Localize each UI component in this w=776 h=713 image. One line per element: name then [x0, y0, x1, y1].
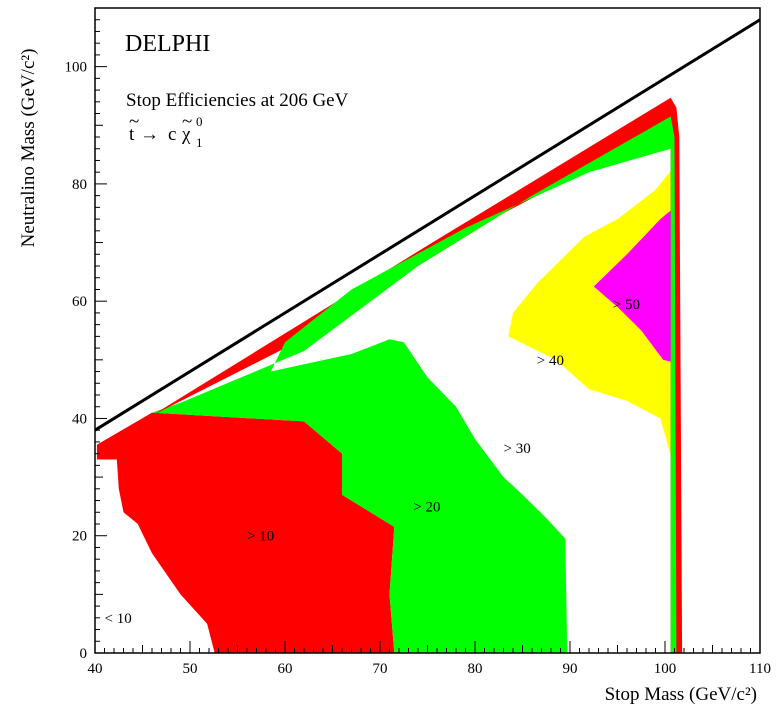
x-tick-label: 80 [468, 661, 483, 677]
region-label: > 10 [247, 529, 274, 545]
neutralino-tilde: ~ [182, 111, 192, 132]
region-gt50-5 [593, 207, 675, 363]
y-tick-label: 0 [80, 646, 88, 662]
x-tick-label: 50 [183, 661, 198, 677]
y-axis-title: Neutralino Mass (GeV/c²) [18, 49, 39, 248]
region-label: > 50 [613, 297, 640, 313]
y-tick-label: 80 [72, 177, 87, 193]
y-tick-label: 60 [72, 294, 87, 310]
region-labels: < 10 > 10 > 20 > 30 > 40 > 50 [105, 297, 640, 627]
x-tick-label: 60 [278, 661, 293, 677]
region-label: > 30 [504, 441, 531, 457]
region-label: > 40 [537, 353, 564, 369]
kinematic-limit-layer [95, 18, 760, 432]
region-label: > 20 [413, 499, 440, 515]
charm-symbol: c [168, 124, 176, 145]
x-tick-label: 40 [88, 661, 103, 677]
x-tick-label: 100 [654, 661, 677, 677]
x-tick-label: 70 [373, 661, 388, 677]
x-tick-label: 110 [749, 661, 771, 677]
x-axis-ticks: 40 50 60 70 80 90 100 110 [88, 641, 771, 677]
stop-symbol: t [129, 124, 135, 145]
y-axis-ticks: 0 20 40 60 80 100 [65, 7, 107, 662]
kinematic-limit-line [95, 18, 760, 432]
neutralino-subscript: 1 [196, 135, 203, 150]
neutralino-symbol: χ [181, 124, 191, 145]
region-gt40-4 [508, 166, 675, 469]
y-tick-label: 40 [72, 411, 87, 427]
efficiency-regions [96, 97, 683, 653]
y-tick-label: 100 [65, 60, 88, 76]
experiment-label: DELPHI [125, 31, 210, 57]
y-tick-label: 20 [72, 529, 87, 545]
decay-arrow: → [140, 124, 159, 145]
region-gt20-2 [152, 339, 568, 653]
x-tick-label: 90 [563, 661, 578, 677]
chart-subtitle: Stop Efficiencies at 206 GeV [126, 90, 349, 111]
decay-process-label: ~ t → c ~ χ 0 1 [129, 111, 203, 150]
stop-tilde: ~ [129, 111, 139, 132]
region-gt10-1 [96, 412, 395, 653]
neutralino-superscript: 0 [196, 114, 203, 129]
x-axis-title: Stop Mass (GeV/c²) [605, 684, 757, 705]
region-label: < 10 [105, 611, 132, 627]
